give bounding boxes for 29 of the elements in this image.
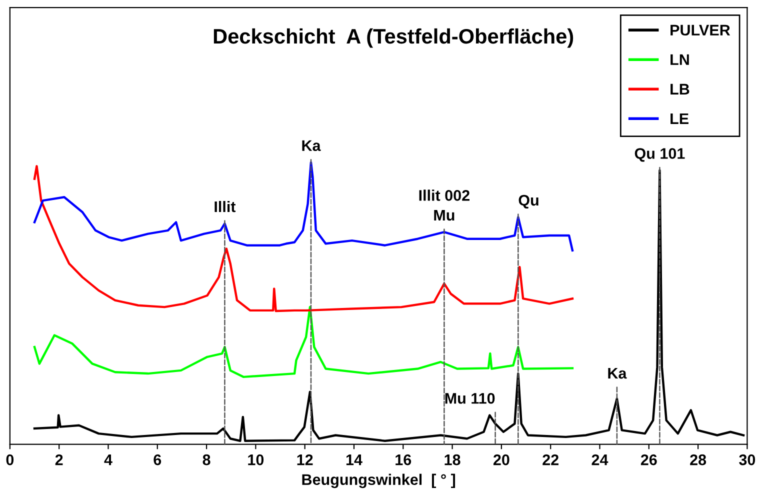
x-tick-label: 12	[297, 454, 313, 466]
chart-title: Deckschicht A (Testfeld-Oberfläche)	[214, 28, 574, 48]
x-tick-label: 22	[542, 454, 558, 466]
x-tick-label: 16	[396, 454, 412, 466]
x-tick-label: 6	[154, 454, 162, 466]
x-tick-label: 14	[346, 454, 362, 466]
x-axis-title: Beugungswinkel [ ° ]	[302, 474, 456, 488]
annotation: Qu 101	[634, 148, 685, 162]
annotation: Qu	[518, 194, 538, 209]
x-tick-label: 24	[592, 454, 608, 466]
annotation: Illit	[214, 200, 236, 212]
annotation: Ka	[302, 140, 321, 152]
x-tick-label: 8	[202, 454, 210, 466]
x-tick-label: 30	[739, 454, 756, 466]
annotation: Illit 002 Mu	[419, 190, 470, 221]
x-tick-label: 26	[640, 454, 657, 466]
annotation: Ka	[608, 368, 627, 379]
x-tick-label: 10	[248, 454, 264, 466]
legend-label: LE	[670, 113, 688, 124]
x-tick-label: 0	[6, 454, 14, 466]
x-tick-label: 20	[493, 454, 510, 466]
annotation: Mu 110	[445, 392, 495, 404]
x-tick-label: 18	[444, 454, 460, 466]
legend-label: LB	[670, 84, 690, 94]
x-tick-label: 2	[55, 454, 63, 466]
legend-label: PULVER	[670, 24, 730, 36]
legend-label: LN	[670, 54, 689, 65]
x-tick-label: 4	[104, 454, 112, 466]
x-tick-label: 28	[690, 454, 706, 466]
